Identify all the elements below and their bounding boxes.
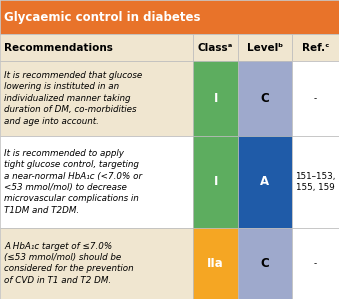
Bar bbox=[193, 136, 238, 228]
Bar bbox=[292, 228, 339, 299]
Bar bbox=[238, 228, 292, 299]
Text: A: A bbox=[260, 175, 269, 188]
Text: Glycaemic control in diabetes: Glycaemic control in diabetes bbox=[4, 11, 201, 24]
Text: 151–153,
155, 159: 151–153, 155, 159 bbox=[295, 172, 336, 192]
Bar bbox=[238, 61, 292, 136]
Bar bbox=[0, 0, 339, 34]
Text: I: I bbox=[214, 175, 218, 188]
Text: It is recommended to apply
tight glucose control, targeting
a near-normal HbA₁c : It is recommended to apply tight glucose… bbox=[4, 149, 142, 215]
Text: C: C bbox=[260, 92, 269, 105]
Bar bbox=[292, 61, 339, 136]
Text: Levelᵇ: Levelᵇ bbox=[247, 42, 283, 53]
Text: Classᵃ: Classᵃ bbox=[198, 42, 233, 53]
Bar bbox=[193, 61, 238, 136]
Bar bbox=[193, 34, 238, 61]
Bar bbox=[0, 136, 193, 228]
Bar bbox=[0, 34, 193, 61]
Text: Recommendations: Recommendations bbox=[4, 42, 113, 53]
Bar bbox=[292, 136, 339, 228]
Text: IIa: IIa bbox=[207, 257, 224, 270]
Bar bbox=[238, 34, 292, 61]
Text: It is recommended that glucose
lowering is instituted in an
individualized manne: It is recommended that glucose lowering … bbox=[4, 71, 142, 126]
Bar bbox=[238, 136, 292, 228]
Text: C: C bbox=[260, 257, 269, 270]
Text: -: - bbox=[314, 259, 317, 268]
Bar bbox=[193, 228, 238, 299]
Bar bbox=[0, 61, 193, 136]
Text: Ref.ᶜ: Ref.ᶜ bbox=[302, 42, 329, 53]
Text: -: - bbox=[314, 94, 317, 103]
Bar bbox=[0, 228, 193, 299]
Bar bbox=[292, 34, 339, 61]
Text: I: I bbox=[214, 92, 218, 105]
Text: A HbA₁c target of ≤7.0%
(≤53 mmol/mol) should be
considered for the prevention
o: A HbA₁c target of ≤7.0% (≤53 mmol/mol) s… bbox=[4, 242, 134, 285]
